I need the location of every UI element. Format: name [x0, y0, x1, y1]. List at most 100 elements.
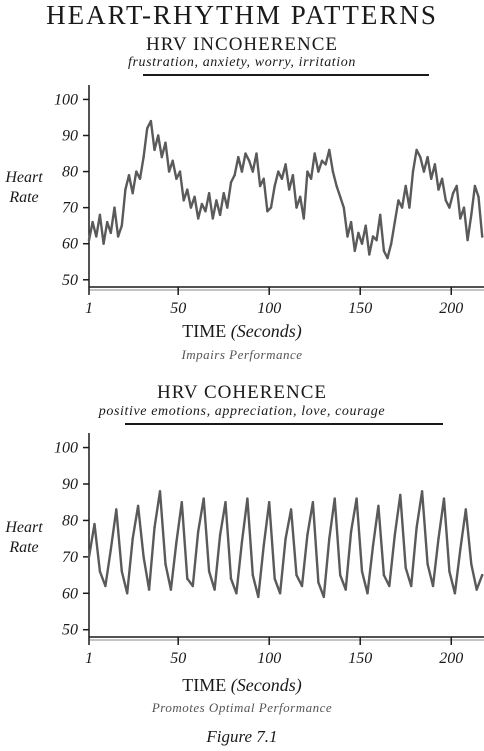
- chart-1-data-point: [149, 119, 153, 123]
- chart-1-data-point: [91, 220, 94, 224]
- chart-1-data-point: [135, 170, 138, 173]
- chart-2-data-point: [257, 595, 260, 599]
- chart-2-title: HRV COHERENCE: [156, 382, 327, 403]
- chart-2-data-point: [273, 577, 276, 580]
- chart-1-data-point: [317, 170, 320, 173]
- chart-1-y-tick-label: 70: [62, 200, 78, 217]
- chart-2-data-point: [229, 577, 233, 580]
- chart-2-data-point: [295, 573, 298, 577]
- chart-2-data-point: [87, 555, 91, 559]
- chart-2-data-point: [393, 533, 397, 537]
- chart-2-data-point: [197, 530, 200, 533]
- chart-1-data-point: [422, 170, 426, 173]
- chart-2-xlabel-text: TIME: [182, 675, 227, 695]
- chart-1-data-point: [156, 134, 160, 137]
- chart-2-data-point: [480, 573, 484, 577]
- chart-1-data-point: [244, 152, 247, 155]
- chart-1-title: HRV INCOHERENCE: [145, 34, 339, 55]
- chart-2-data-point: [360, 570, 364, 573]
- chart-1-data-point: [364, 224, 367, 227]
- chart-1-data-point: [309, 177, 313, 180]
- chart-1-data-point: [164, 141, 167, 144]
- chart-2-data-point: [470, 562, 473, 566]
- chart-1-data-point: [251, 170, 255, 173]
- chart-1-data-point: [433, 163, 437, 166]
- chart-2-data-point: [464, 508, 467, 511]
- chart-1-data-point: [346, 235, 349, 238]
- chart-1-data-point: [233, 173, 236, 177]
- chart-1-data-point: [379, 213, 382, 217]
- chart-2-data-point: [115, 508, 118, 511]
- chart-1-ylabel: Heart Rate: [3, 168, 45, 208]
- chart-2-data-point: [120, 570, 123, 573]
- chart-1-data-point: [291, 173, 295, 177]
- chart-1-data-point: [178, 170, 182, 173]
- chart-1-data-point: [408, 206, 411, 209]
- figure-label: Figure 7.1: [206, 727, 278, 746]
- chart-1-data-point: [277, 170, 280, 173]
- chart-2-data-point: [300, 584, 304, 588]
- chart-2-data-point: [240, 541, 244, 544]
- chart-2-data-point: [224, 501, 227, 504]
- chart-1-data-point: [222, 192, 225, 195]
- chart-1-data-point: [229, 181, 233, 184]
- chart-2-ylabel-line-1: Heart: [5, 519, 43, 536]
- chart-1-ylabel-line-2: Rate: [9, 189, 39, 206]
- chart-2-x-tick-label: 1: [85, 650, 93, 667]
- chart-1-data-point: [95, 235, 98, 238]
- chart-2-data-point: [191, 584, 194, 588]
- chart-1-data-point: [444, 199, 447, 202]
- chart-2-data-point: [153, 526, 156, 529]
- chart-2-data-point: [306, 533, 309, 537]
- chart-1-data-point: [258, 184, 262, 188]
- chart-2-ylabel: Heart Rate: [3, 518, 45, 558]
- chart-1-data-point: [153, 148, 156, 152]
- chart-2-data-point: [382, 573, 386, 577]
- chart-1-data-point: [440, 177, 444, 180]
- chart-1-data-point: [131, 192, 134, 195]
- chart-2-data-point: [377, 504, 380, 508]
- chart-2-data-point: [235, 592, 238, 595]
- chart-2-series-line: [87, 490, 484, 599]
- chart-2-y-tick-label: 90: [62, 476, 78, 493]
- chart-1-data-point: [269, 206, 273, 209]
- chart-1-data-point: [266, 210, 269, 213]
- chart-2-y-tick-label: 70: [62, 549, 78, 566]
- chart-2-y-tick-label: 50: [62, 622, 78, 639]
- chart-1-data-point: [207, 192, 211, 195]
- chart-1-data-point: [124, 188, 127, 191]
- chart-2-subtitle: positive emotions, appreciation, love, c…: [98, 404, 386, 419]
- chart-2-y-tick-label: 80: [62, 512, 78, 529]
- chart-2-data-point: [246, 497, 249, 500]
- chart-1-data-point: [360, 242, 364, 245]
- chart-1-data-point: [320, 159, 324, 162]
- chart-2-data-point: [475, 588, 478, 591]
- chart-1-data-point: [284, 163, 287, 166]
- chart-1-y-tick-label: 50: [62, 272, 78, 289]
- chart-1-data-point: [324, 163, 327, 166]
- chart-1-y-tick-label: 80: [62, 164, 78, 181]
- chart-1-data-point: [197, 217, 200, 220]
- chart-1-xlabel: TIME (Seconds): [0, 321, 484, 342]
- chart-2-data-point: [388, 584, 391, 588]
- chart-1-data-point: [204, 210, 207, 213]
- chart-1-data-point: [109, 231, 113, 235]
- chart-2-data-point: [415, 526, 418, 529]
- chart-1-data-point: [313, 152, 316, 155]
- chart-2-data-point: [284, 537, 287, 540]
- chart-2-data-point: [175, 541, 178, 544]
- chart-2-data-point: [371, 544, 375, 548]
- chart-1-data-point: [113, 206, 116, 209]
- chart-1-data-point: [160, 155, 164, 159]
- chart-1-data-point: [226, 206, 229, 209]
- chart-1-data-point: [302, 217, 305, 220]
- chart-2-data-point: [251, 573, 255, 577]
- chart-2-data-point: [448, 570, 451, 573]
- chart-2-x-tick-label: 100: [257, 650, 281, 667]
- chart-1-y-tick-label: 60: [62, 236, 78, 253]
- chart-2-data-point: [131, 537, 134, 540]
- chart-2-data-point: [109, 548, 113, 551]
- chart-1-data-point: [386, 256, 389, 260]
- chart-1-data-point: [411, 170, 415, 173]
